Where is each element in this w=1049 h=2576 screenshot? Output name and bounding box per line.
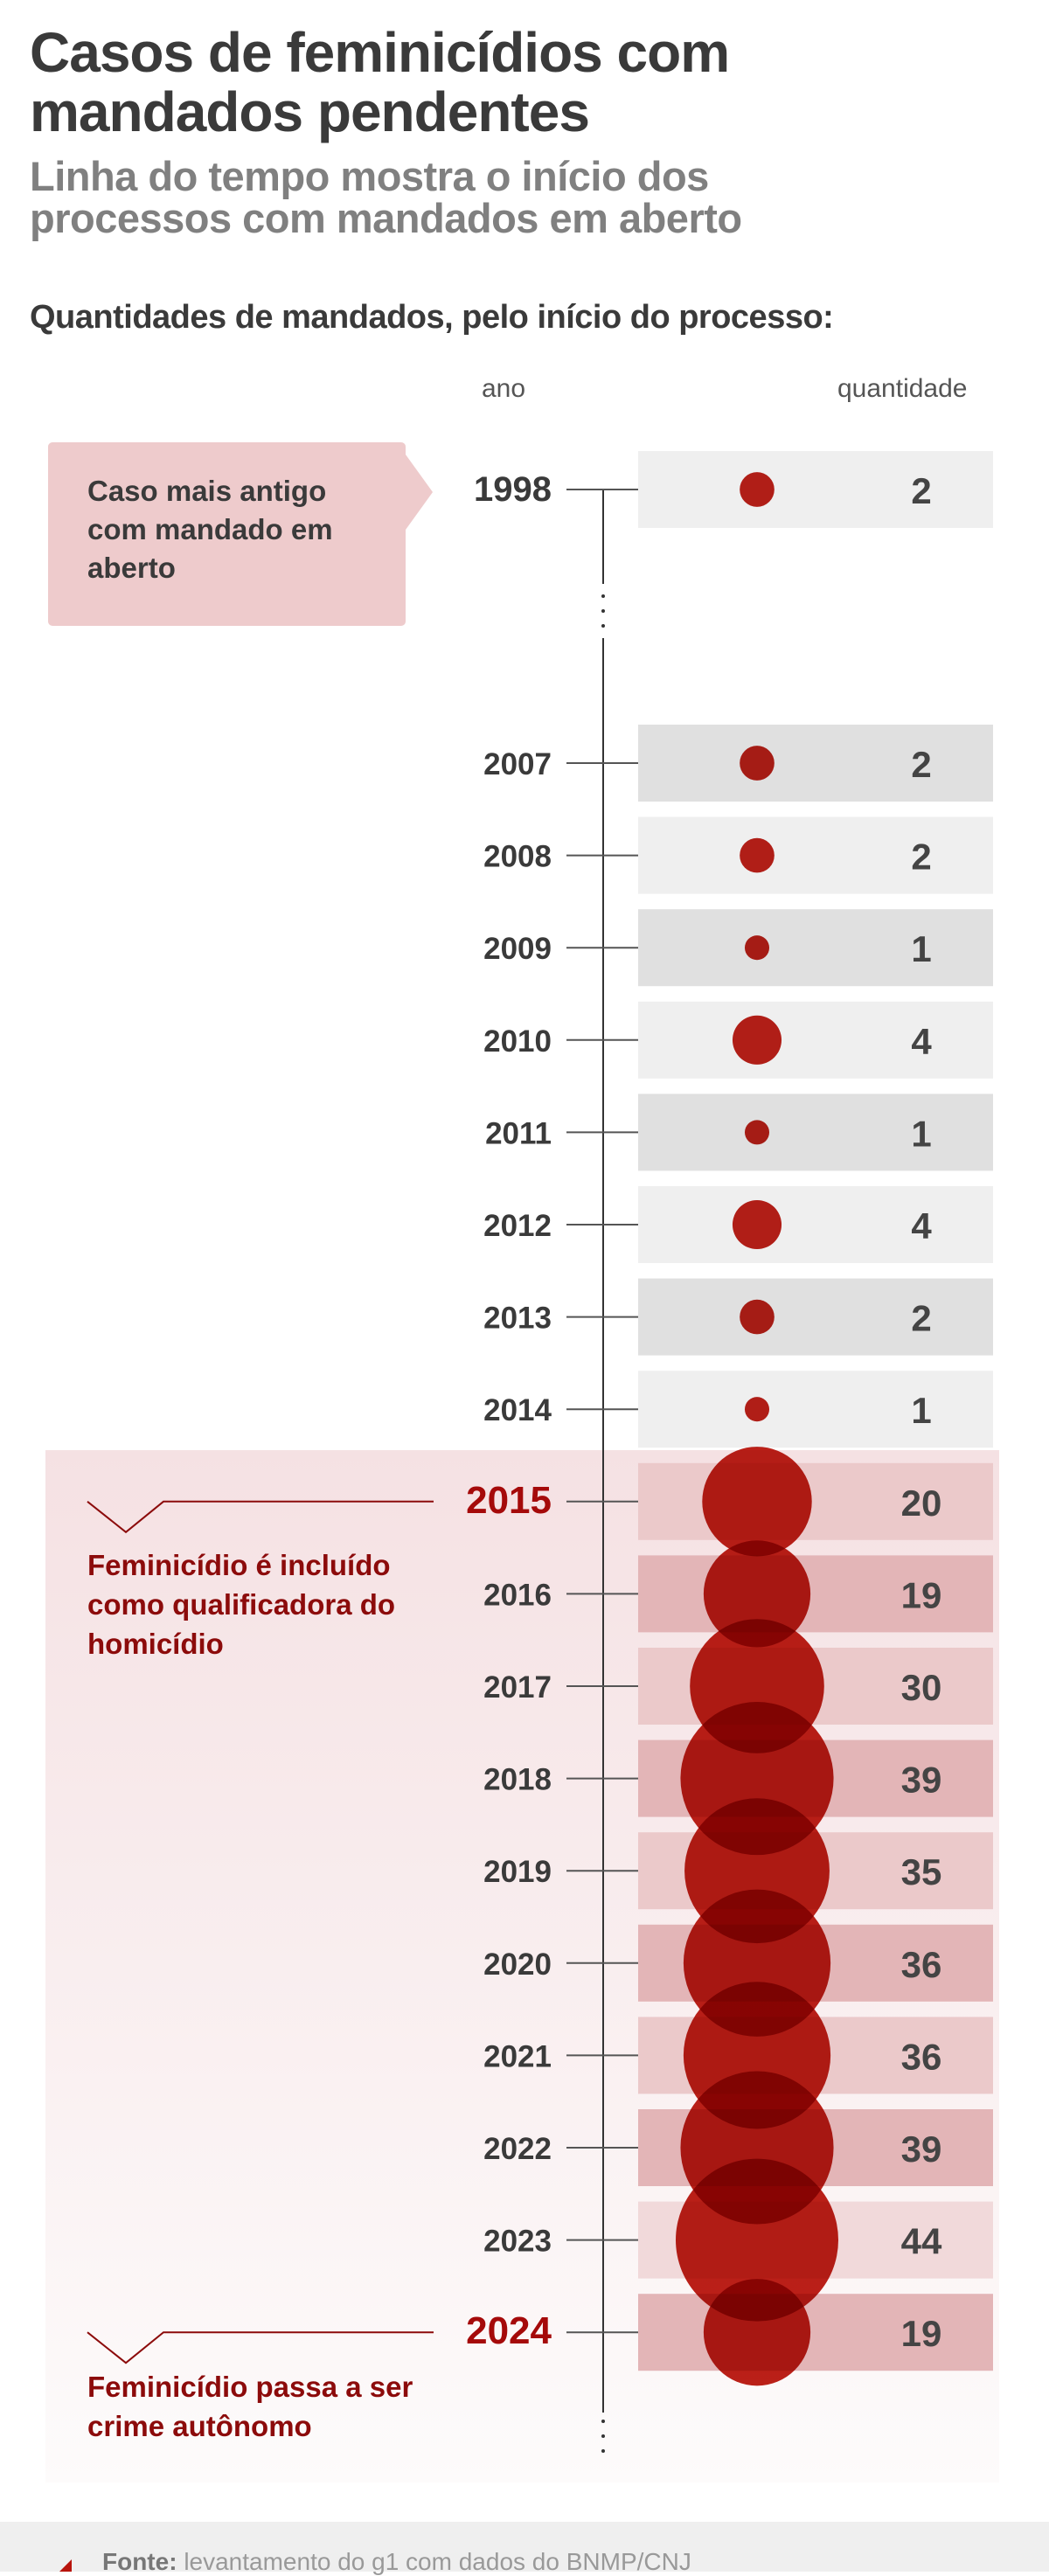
year-label-2014: 2014: [483, 1393, 552, 1427]
value-label-2007: 2: [911, 744, 931, 785]
row-background-2014: [638, 1371, 993, 1448]
value-label-1998: 2: [911, 470, 931, 511]
axis-break-dot: [601, 2420, 605, 2423]
chart-title: Casos de feminicídios com mandados pende…: [30, 21, 730, 143]
bubble-2011: [744, 1120, 770, 1145]
value-label-2017: 30: [901, 1667, 942, 1708]
year-label-2023: 2023: [483, 2225, 552, 2259]
row-background-2008: [638, 816, 993, 894]
axis-break-dot: [601, 624, 605, 628]
year-label-2015: 2015: [466, 1479, 552, 1522]
value-label-2022: 39: [901, 2128, 942, 2170]
year-label-2008: 2008: [483, 840, 552, 874]
row-background-1998: [638, 451, 993, 528]
value-label-2010: 4: [911, 1021, 932, 1062]
source-text: levantamento do g1 com dados do BNMP/CNJ: [184, 2548, 691, 2575]
row-background-2012: [638, 1186, 993, 1263]
row-background-2024: [638, 2294, 993, 2371]
bubble-1998: [740, 472, 775, 507]
axis-break-dot: [601, 2434, 605, 2438]
axis-break-dot: [601, 609, 605, 613]
annotation-2015-text: Feminicídio é incluído como qualificador…: [87, 1549, 396, 1660]
count-column-header: quantidade: [837, 374, 968, 403]
bubble-2009: [744, 935, 770, 961]
row-background-2016: [638, 1555, 993, 1633]
value-label-2011: 1: [911, 1113, 931, 1154]
value-label-2020: 36: [901, 1944, 942, 1985]
value-label-2021: 36: [901, 2036, 942, 2077]
axis-break-dot: [601, 594, 605, 598]
bubble-2013: [740, 1299, 775, 1335]
value-label-2013: 2: [911, 1298, 931, 1339]
year-column-header: ano: [482, 374, 526, 403]
annotation-pointer-2024: [87, 2331, 434, 2364]
year-label-2019: 2019: [483, 1855, 552, 1889]
row-background-2010: [638, 1001, 993, 1079]
value-label-2014: 1: [911, 1390, 931, 1431]
value-label-2023: 44: [901, 2221, 942, 2262]
value-label-2019: 35: [901, 1851, 942, 1892]
row-background-2007: [638, 725, 993, 802]
year-label-2009: 2009: [483, 932, 552, 966]
year-label-2010: 2010: [483, 1024, 552, 1059]
bubble-2014: [744, 1397, 770, 1422]
year-label-2016: 2016: [483, 1578, 552, 1612]
bubble-2008: [740, 837, 775, 873]
bubble-2012: [732, 1199, 782, 1250]
year-label-2007: 2007: [483, 747, 552, 781]
year-label-2024: 2024: [466, 2309, 552, 2352]
bubble-2023: [676, 2158, 838, 2322]
row-background-2009: [638, 909, 993, 987]
year-label-2012: 2012: [483, 1209, 552, 1243]
value-label-2016: 19: [901, 1574, 942, 1615]
axis-break-dot: [601, 2449, 605, 2453]
year-label-2017: 2017: [483, 1670, 552, 1705]
bubble-2016: [703, 1540, 811, 1648]
value-label-2012: 4: [911, 1205, 932, 1246]
value-label-2009: 1: [911, 928, 931, 969]
year-label-2013: 2013: [483, 1302, 552, 1336]
value-label-2008: 2: [911, 837, 931, 878]
chart-lead: Quantidades de mandados, pelo início do …: [30, 299, 834, 336]
bubble-2024: [703, 2279, 811, 2386]
source-triangle-icon: [59, 2559, 72, 2572]
year-label-2021: 2021: [483, 2039, 552, 2073]
callout-pointer: [406, 442, 433, 626]
source-note: Fonte: levantamento do g1 com dados do B…: [102, 2548, 691, 2576]
year-label-2018: 2018: [483, 1763, 552, 1797]
footer: [0, 2522, 1049, 2572]
row-background-2015: [638, 1462, 993, 1540]
chart-subtitle: Linha do tempo mostra o início dos proce…: [30, 153, 742, 241]
value-label-2018: 39: [901, 1760, 942, 1801]
year-label-2011: 2011: [485, 1116, 552, 1150]
oldest-case-callout: [48, 442, 406, 626]
bubble-2015: [702, 1447, 812, 1557]
value-label-2015: 20: [901, 1482, 942, 1524]
bubble-2007: [740, 746, 775, 781]
source-label: Fonte:: [102, 2548, 177, 2575]
oldest-case-callout-text: Caso mais antigo com mandado em aberto: [87, 475, 333, 584]
year-label-1998: 1998: [474, 470, 552, 509]
year-label-2020: 2020: [483, 1948, 552, 1982]
year-label-2022: 2022: [483, 2132, 552, 2166]
row-background-2011: [638, 1094, 993, 1171]
row-background-2013: [638, 1278, 993, 1356]
annotation-pointer-2015: [87, 1500, 434, 1534]
annotation-2024-text: Feminicídio passa a ser crime autônomo: [87, 2371, 413, 2442]
value-label-2024: 19: [901, 2313, 942, 2354]
bubble-2010: [732, 1015, 782, 1065]
